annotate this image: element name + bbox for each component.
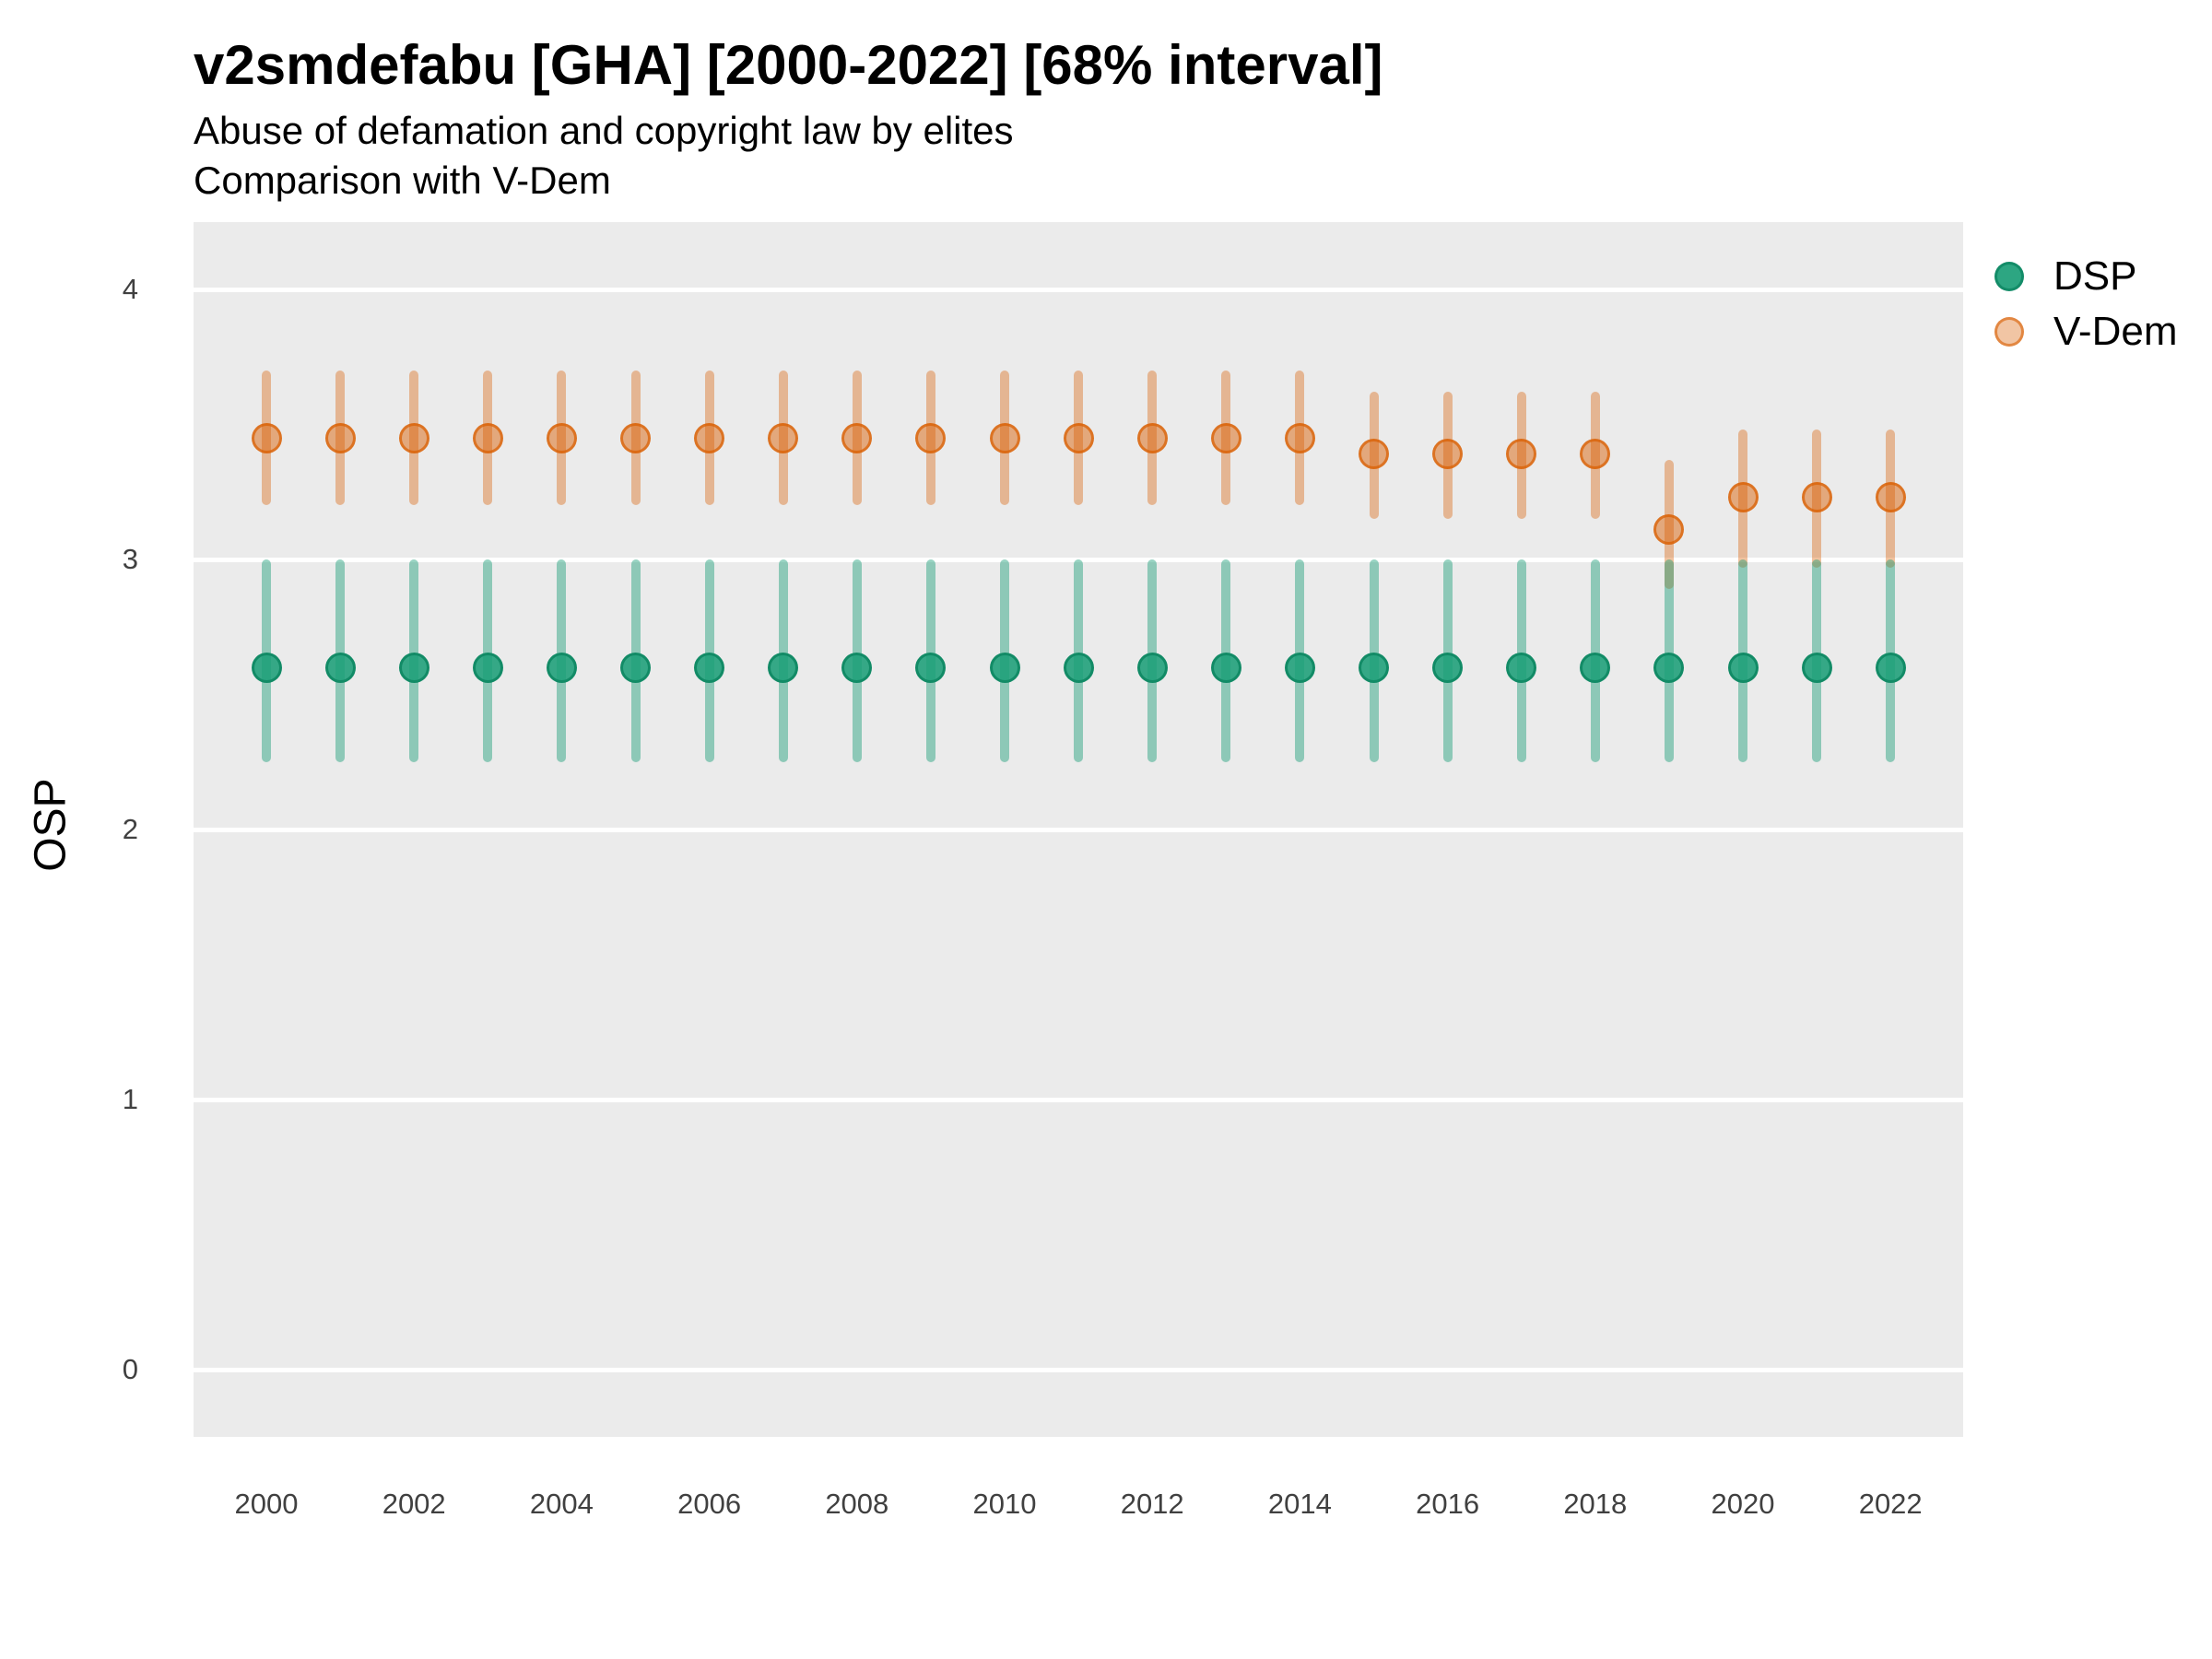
gridline-y-0 xyxy=(194,1367,1963,1372)
gridline-y-1 xyxy=(194,1097,1963,1102)
dsp-point-2001 xyxy=(324,652,356,683)
vdem-point-2007 xyxy=(768,422,799,453)
dsp-point-2007 xyxy=(768,652,799,683)
dsp-point-2006 xyxy=(694,652,725,683)
vdem-point-2000 xyxy=(251,422,282,453)
vdem-point-2002 xyxy=(398,422,429,453)
dsp-point-2015 xyxy=(1359,652,1389,683)
vdem-point-2017 xyxy=(1506,439,1537,470)
dsp-point-2002 xyxy=(398,652,429,683)
vdem-point-2016 xyxy=(1432,439,1464,470)
vdem-point-2011 xyxy=(1063,422,1094,453)
vdem-point-2013 xyxy=(1210,422,1241,453)
vdem-point-2006 xyxy=(694,422,725,453)
vdem-point-2018 xyxy=(1580,439,1611,470)
y-tick-label-3: 3 xyxy=(122,543,138,575)
legend-label-dsp: DSP xyxy=(2053,253,2137,299)
vdem-point-2014 xyxy=(1284,422,1315,453)
dsp-point-2003 xyxy=(472,652,503,683)
dsp-point-2021 xyxy=(1801,652,1832,683)
x-tick-label-2006: 2006 xyxy=(677,1488,742,1520)
x-tick-label-2008: 2008 xyxy=(825,1488,889,1520)
x-tick-label-2022: 2022 xyxy=(1858,1488,1923,1520)
vdem-point-2008 xyxy=(841,422,873,453)
vdem-point-2005 xyxy=(620,422,651,453)
vdem-point-2015 xyxy=(1359,439,1389,470)
y-tick-label-0: 0 xyxy=(122,1353,138,1385)
dsp-point-2018 xyxy=(1580,652,1611,683)
legend-label-vdem: V-Dem xyxy=(2053,309,2178,354)
dsp-point-2008 xyxy=(841,652,873,683)
dsp-point-2017 xyxy=(1506,652,1537,683)
dsp-point-2019 xyxy=(1653,652,1685,683)
gridline-y-3 xyxy=(194,557,1963,562)
vdem-point-2012 xyxy=(1136,422,1168,453)
y-tick-label-2: 2 xyxy=(122,813,138,845)
x-tick-label-2018: 2018 xyxy=(1563,1488,1628,1520)
x-tick-label-2020: 2020 xyxy=(1711,1488,1775,1520)
legend-swatch-vdem-icon xyxy=(1994,317,2024,347)
chart-subtitle-line1: Abuse of defamation and copyright law by… xyxy=(194,109,1014,152)
dsp-point-2004 xyxy=(546,652,577,683)
x-tick-label-2002: 2002 xyxy=(382,1488,446,1520)
x-tick-label-2012: 2012 xyxy=(1120,1488,1184,1520)
gridline-y-4 xyxy=(194,287,1963,292)
chart-title: v2smdefabu [GHA] [2000-2022] [68% interv… xyxy=(194,34,1383,96)
dsp-point-2005 xyxy=(620,652,651,683)
x-tick-label-2010: 2010 xyxy=(972,1488,1037,1520)
legend-swatch-dsp-icon xyxy=(1994,262,2024,291)
dsp-point-2011 xyxy=(1063,652,1094,683)
dsp-point-2022 xyxy=(1875,652,1906,683)
vdem-point-2010 xyxy=(989,422,1020,453)
plot-panel xyxy=(194,222,1963,1437)
vdem-point-2020 xyxy=(1727,482,1759,513)
x-tick-label-2016: 2016 xyxy=(1416,1488,1480,1520)
vdem-point-2021 xyxy=(1801,482,1832,513)
chart-subtitle-line2: Comparison with V-Dem xyxy=(194,159,611,202)
dsp-point-2016 xyxy=(1432,652,1464,683)
vdem-point-2019 xyxy=(1653,514,1685,546)
dsp-point-2014 xyxy=(1284,652,1315,683)
dsp-point-2000 xyxy=(251,652,282,683)
vdem-point-2009 xyxy=(915,422,947,453)
vdem-point-2003 xyxy=(472,422,503,453)
y-tick-label-4: 4 xyxy=(122,273,138,305)
gridline-y-2 xyxy=(194,827,1963,832)
x-tick-label-2000: 2000 xyxy=(234,1488,299,1520)
vdem-point-2004 xyxy=(546,422,577,453)
dsp-point-2009 xyxy=(915,652,947,683)
dsp-point-2013 xyxy=(1210,652,1241,683)
dsp-point-2012 xyxy=(1136,652,1168,683)
vdem-point-2022 xyxy=(1875,482,1906,513)
dsp-point-2020 xyxy=(1727,652,1759,683)
y-tick-label-1: 1 xyxy=(122,1083,138,1115)
x-tick-label-2014: 2014 xyxy=(1267,1488,1332,1520)
dsp-point-2010 xyxy=(989,652,1020,683)
x-tick-label-2004: 2004 xyxy=(529,1488,594,1520)
vdem-point-2001 xyxy=(324,422,356,453)
